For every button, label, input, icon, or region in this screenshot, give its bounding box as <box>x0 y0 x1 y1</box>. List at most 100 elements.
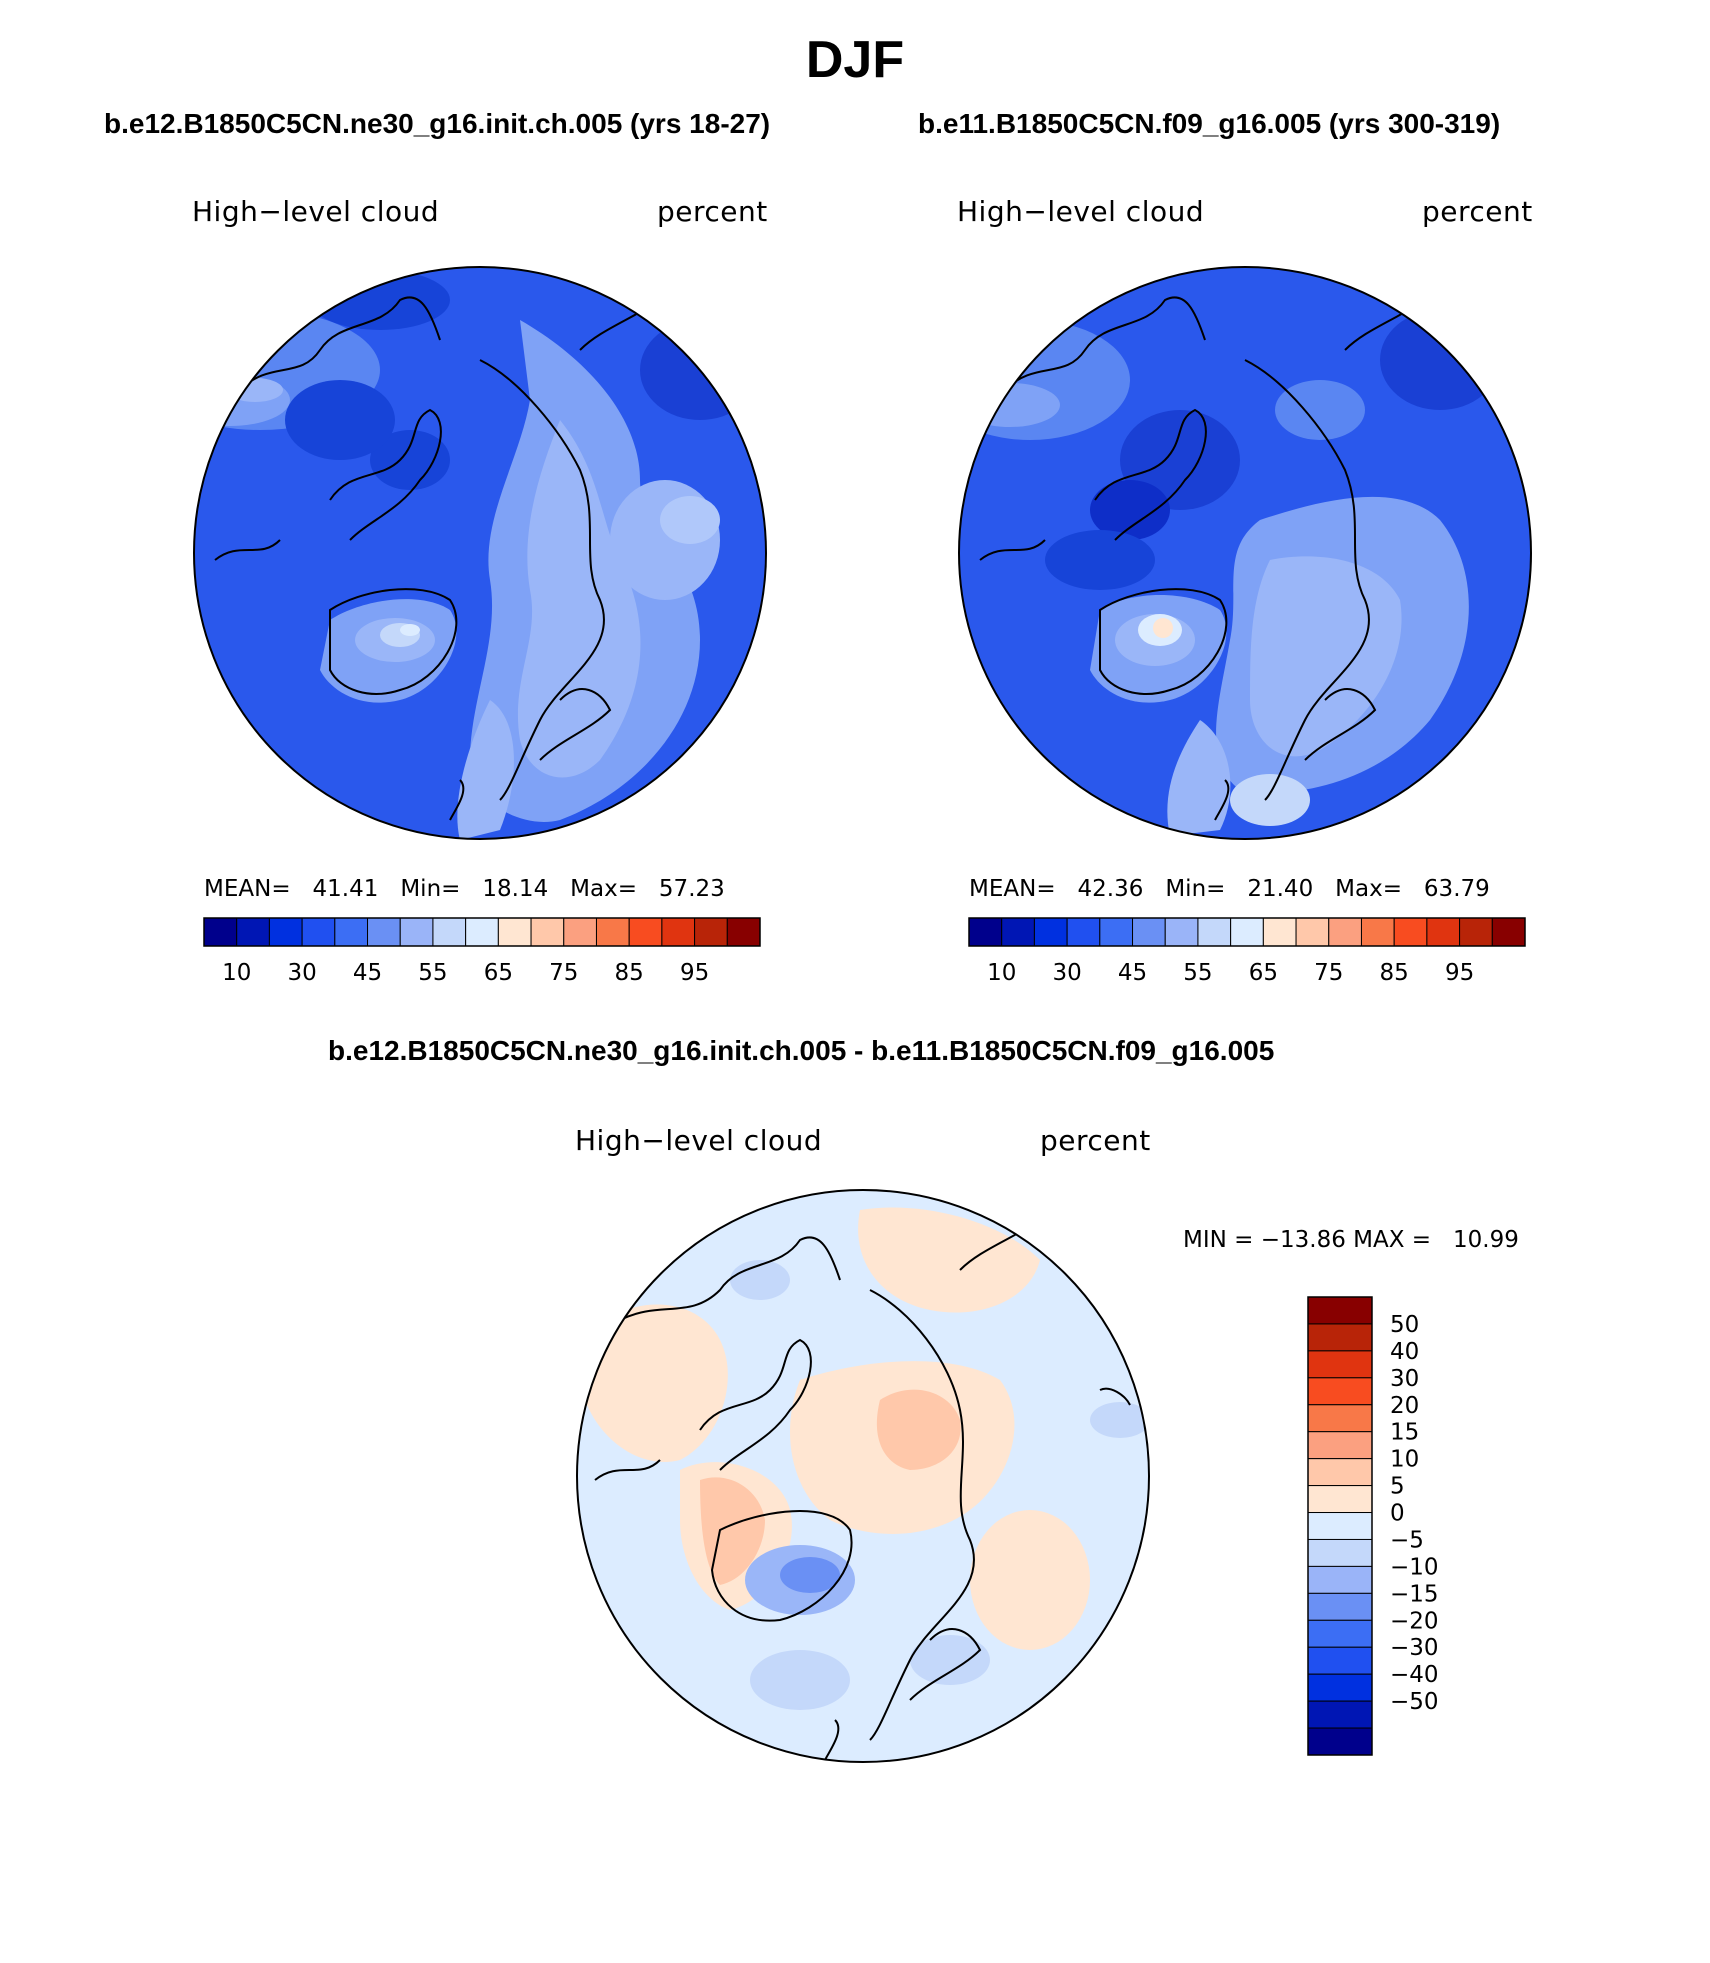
colorbar-swatch <box>1230 917 1264 947</box>
panel-1-stats: MEAN= 41.41 Min= 18.14 Max= 57.23 <box>204 876 725 902</box>
colorbar-tick-label: 20 <box>1390 1393 1419 1419</box>
colorbar-2: 10 30 45 55 65 75 85 95 <box>968 917 1526 986</box>
colorbar-swatch <box>1307 1323 1373 1352</box>
colorbar-tick-label: −10 <box>1390 1554 1439 1580</box>
panel-1-units: percent <box>657 195 768 228</box>
colorbar-tick-label: −30 <box>1390 1635 1439 1661</box>
colorbar-swatch <box>595 917 630 947</box>
colorbar-tick-label: 65 <box>484 960 513 986</box>
colorbar-swatch <box>1099 917 1134 947</box>
colorbar-swatch <box>367 917 401 947</box>
panel-1-max-label: Max= <box>570 876 637 902</box>
panel-1-min-label: Min= <box>400 876 461 902</box>
colorbar-tick-label: 50 <box>1390 1312 1419 1338</box>
colorbar-swatch <box>1307 1404 1373 1433</box>
colorbar-swatch <box>1307 1592 1373 1621</box>
colorbar-tick-label: 75 <box>1314 960 1343 986</box>
colorbar-tick-label: −20 <box>1390 1608 1439 1634</box>
colorbar-swatch <box>1360 917 1395 947</box>
colorbar-tick-label: 10 <box>987 960 1016 986</box>
colorbar-swatch <box>1307 1538 1373 1567</box>
colorbar-swatch <box>1307 1512 1373 1540</box>
page-title: DJF <box>805 31 905 89</box>
map-panel-1 <box>194 267 766 839</box>
map-panel-diff <box>577 1190 1149 1762</box>
colorbar-swatch <box>465 917 499 947</box>
colorbar-swatch <box>1001 917 1035 947</box>
colorbar-tick-label: 65 <box>1249 960 1278 986</box>
colorbar-swatch <box>1426 917 1461 947</box>
panel-1-mean-label: MEAN= <box>204 876 291 902</box>
colorbar-tick-label: 15 <box>1390 1420 1419 1446</box>
panel-2-min-label: Min= <box>1165 876 1226 902</box>
difference-title: b.e12.B1850C5CN.ne30_g16.init.ch.005 - b… <box>328 1035 1275 1066</box>
coastlines-2 <box>979 296 1426 821</box>
colorbar-swatch <box>1307 1485 1373 1514</box>
diff-minmax: MIN = −13.86 MAX = 10.99 <box>1183 1227 1519 1253</box>
colorbar-tick-label: 95 <box>680 960 709 986</box>
colorbar-frame <box>968 917 1526 947</box>
colorbar-swatch <box>1262 917 1297 947</box>
colorbar-swatch <box>1295 917 1330 947</box>
coastlines-diff <box>594 1219 1131 1761</box>
colorbar-tick-label: −5 <box>1390 1527 1424 1553</box>
colorbar-swatch <box>203 917 238 947</box>
colorbar-swatch <box>1307 1673 1373 1702</box>
colorbar-frame <box>203 917 761 947</box>
colorbar-tick-label: 75 <box>549 960 578 986</box>
colorbar-swatch <box>236 917 270 947</box>
colorbar-swatch <box>661 917 696 947</box>
colorbar-tick-label: 10 <box>1390 1447 1419 1473</box>
panel-2-mean: 42.36 <box>1077 876 1144 902</box>
colorbar-swatch <box>628 917 663 947</box>
panel-2-units: percent <box>1422 195 1533 228</box>
colorbar-swatch <box>1164 917 1199 947</box>
colorbar-tick-label: 10 <box>222 960 251 986</box>
diff-variable: High−level cloud <box>575 1124 823 1157</box>
colorbar-swatch <box>1197 917 1232 947</box>
colorbar-swatch <box>432 917 467 947</box>
colorbar-tick-label: 95 <box>1445 960 1474 986</box>
colorbar-tick-label: 5 <box>1390 1474 1405 1500</box>
colorbar-swatch <box>1393 917 1428 947</box>
panel-2-variable: High−level cloud <box>957 195 1205 228</box>
panel-2-max-label: Max= <box>1335 876 1402 902</box>
colorbar-swatch <box>1307 1619 1373 1648</box>
colorbar-swatch <box>968 917 1003 947</box>
colorbar-swatch <box>268 917 303 947</box>
colorbar-tick-label: 55 <box>418 960 447 986</box>
map-panel-2 <box>959 267 1531 839</box>
colorbar-swatch <box>726 917 761 947</box>
colorbar-swatch <box>1307 1350 1373 1379</box>
panel-1-case-title: b.e12.B1850C5CN.ne30_g16.init.ch.005 (yr… <box>104 108 771 139</box>
colorbar-swatch <box>1459 917 1493 947</box>
colorbar-tick-label: 30 <box>287 960 316 986</box>
colorbar-swatch <box>1307 1700 1373 1729</box>
coastlines-1 <box>214 296 661 821</box>
colorbar-tick-label: 85 <box>1380 960 1409 986</box>
colorbar-swatch <box>1328 917 1362 947</box>
colorbar-tick-label: 45 <box>1118 960 1147 986</box>
colorbar-swatch <box>1033 917 1068 947</box>
colorbar-swatch <box>1307 1377 1373 1406</box>
colorbar-swatch <box>563 917 597 947</box>
colorbar-swatch <box>1307 1565 1373 1594</box>
panel-2-stats: MEAN= 42.36 Min= 21.40 Max= 63.79 <box>969 876 1490 902</box>
panel-2-case-title: b.e11.B1850C5CN.f09_g16.005 (yrs 300-319… <box>918 108 1501 139</box>
colorbar-swatch <box>497 917 532 947</box>
colorbar-tick-label: 0 <box>1390 1501 1405 1527</box>
panel-1-variable: High−level cloud <box>192 195 440 228</box>
colorbar-tick-label: 40 <box>1390 1339 1419 1365</box>
colorbar-tick-label: 85 <box>615 960 644 986</box>
colorbar-swatch <box>694 917 728 947</box>
colorbar-1: 10 30 45 55 65 75 85 95 <box>203 917 761 986</box>
panel-2-max: 63.79 <box>1423 876 1490 902</box>
colorbar-tick-label: −50 <box>1390 1689 1439 1715</box>
colorbar-swatch <box>1307 1296 1373 1325</box>
panel-2-min: 21.40 <box>1247 876 1314 902</box>
colorbar-tick-label: 45 <box>353 960 382 986</box>
colorbar-swatch <box>301 917 336 947</box>
colorbar-tick-label: −40 <box>1390 1662 1439 1688</box>
